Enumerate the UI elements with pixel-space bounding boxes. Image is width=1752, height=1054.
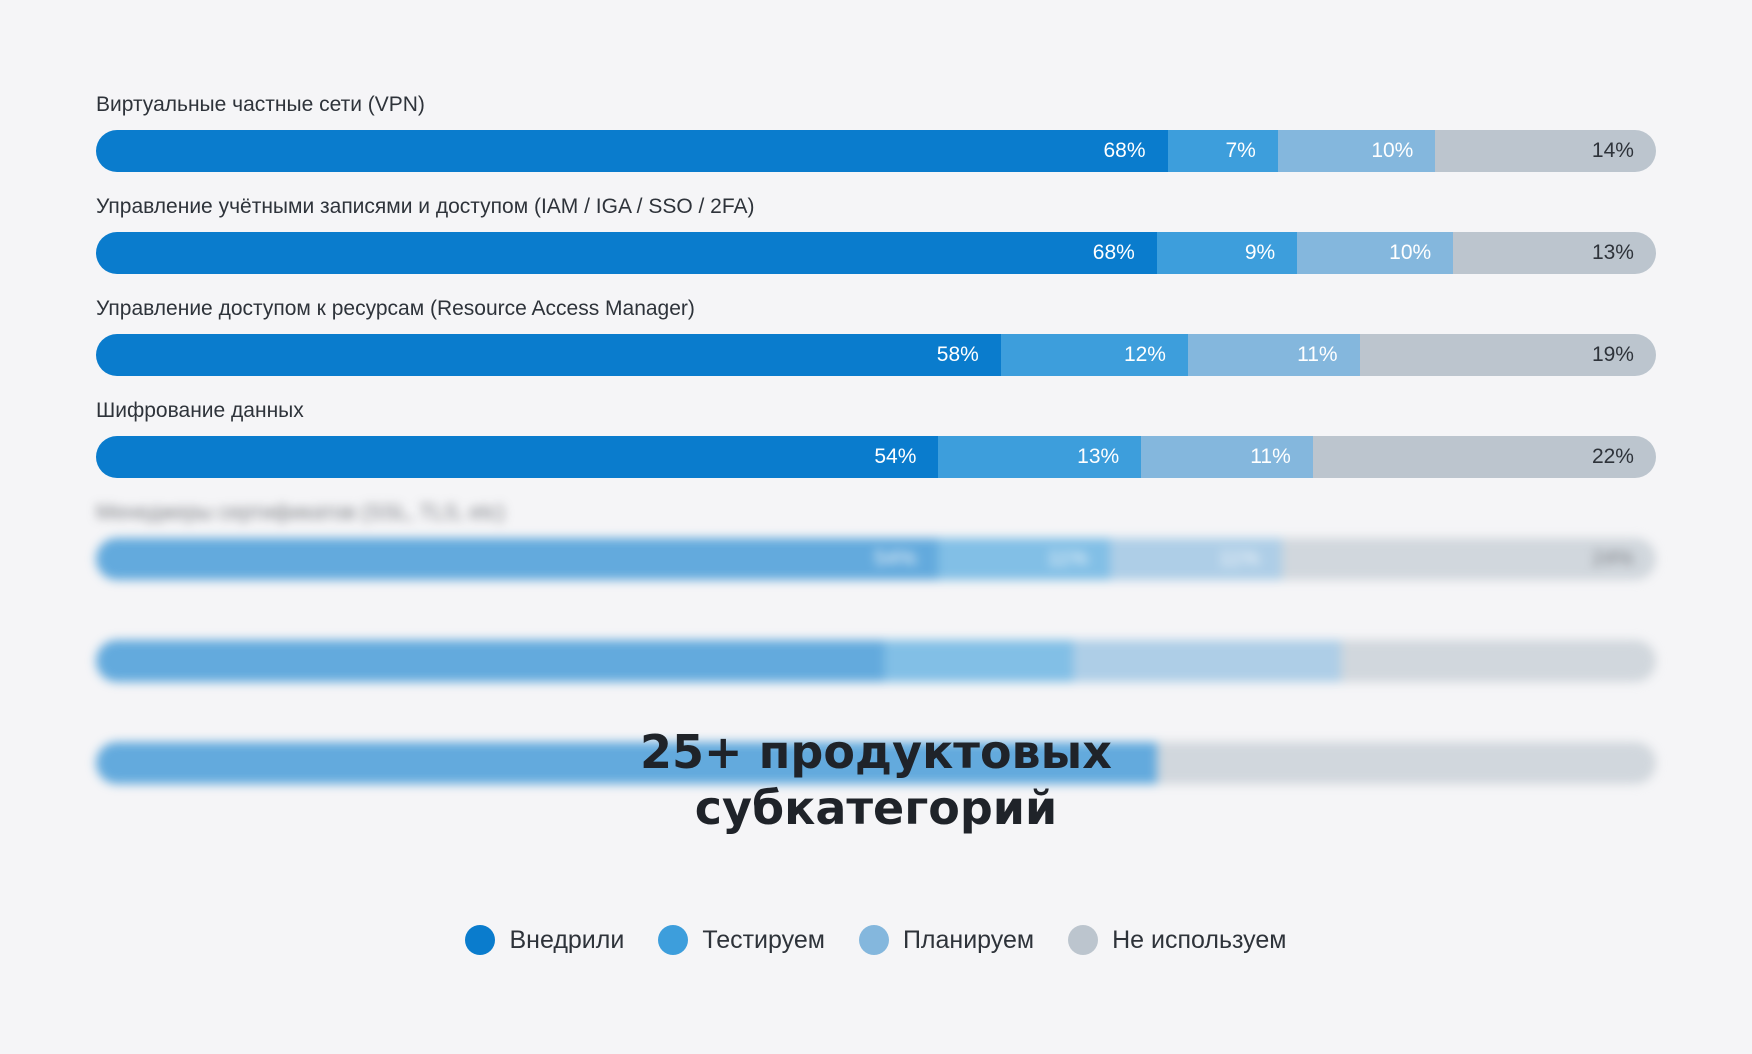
bar-segment: 11%: [1109, 538, 1282, 580]
legend-item: Планируем: [858, 925, 1035, 955]
data-label: 11%: [1297, 343, 1338, 366]
data-label: 10%: [1389, 241, 1432, 264]
data-label: 13%: [1077, 445, 1120, 468]
stacked-bar: 54% 11% 11% 24%: [96, 538, 1656, 580]
chart-row: Шифрование данных 54% 13% 11% 22%: [96, 396, 1656, 498]
bar-segment: 68%: [96, 232, 1157, 274]
bar-segment: 9%: [1156, 232, 1298, 274]
stacked-bar: 68% 9% 10% 13%: [96, 232, 1656, 274]
data-label: 68%: [1092, 241, 1135, 264]
data-label: 54%: [874, 547, 917, 570]
stacked-bar: 54% 13% 11% 22%: [96, 436, 1656, 478]
chart-row: [96, 702, 1656, 804]
bar-segment: 14%: [1435, 130, 1656, 172]
bar-segment: [883, 640, 1073, 682]
legend-label: Планируем: [902, 925, 1035, 954]
bar-segment: 22%: [1312, 436, 1656, 478]
legend-label: Внедрили: [509, 925, 625, 954]
legend-item: Не используем: [1068, 925, 1287, 955]
headline: 25+ продуктовых субкатегорий: [0, 724, 1752, 836]
chart-row: Менеджеры сертификатов (SSL, TLS, etc) 54…: [96, 498, 1656, 600]
legend-item: Внедрили: [465, 925, 624, 955]
data-label: 9%: [1244, 241, 1276, 264]
bar-segment: 11%: [1187, 334, 1360, 376]
stacked-bar: [96, 640, 1656, 682]
bar-segment: 54%: [96, 538, 939, 580]
bar-segment: 13%: [938, 436, 1142, 478]
chart-legend: Внедрили Тестируем Планируем Не используем: [0, 925, 1752, 955]
category-label: Виртуальные частные сети (VPN): [96, 93, 425, 116]
bar-segment: [96, 640, 884, 682]
chart-row: Управление доступом к ресурсам (Resource…: [96, 294, 1656, 396]
data-label: 58%: [936, 343, 979, 366]
chart-row: [96, 600, 1656, 702]
data-label: 68%: [1103, 139, 1146, 162]
category-label: Управление учётными записями и доступом …: [96, 195, 755, 218]
legend-item: Тестируем: [658, 925, 825, 955]
data-label: 54%: [874, 445, 917, 468]
bar-segment: [1156, 742, 1656, 784]
headline-line-2: субкатегорий: [694, 781, 1058, 835]
bar-segment: [1340, 640, 1656, 682]
data-label: 7%: [1225, 139, 1256, 162]
bar-segment: 68%: [96, 130, 1168, 172]
legend-swatch: [465, 925, 496, 955]
bar-segment: 19%: [1359, 334, 1656, 376]
bar-segment: [96, 742, 1157, 784]
legend-swatch: [1068, 925, 1099, 955]
chart-row: Виртуальные частные сети (VPN) 68% 7% 10% 14…: [96, 90, 1656, 192]
bar-segment: 54%: [96, 436, 939, 478]
bar-segment: 11%: [938, 538, 1110, 580]
data-label: 11%: [1250, 445, 1291, 468]
category-label: Шифрование данных: [96, 399, 304, 422]
data-label: 12%: [1123, 343, 1166, 366]
bar-segment: 12%: [1000, 334, 1188, 376]
bar-segment: 10%: [1297, 232, 1454, 274]
bar-segment: 24%: [1281, 538, 1656, 580]
legend-swatch: [658, 925, 689, 955]
stacked-bar: 68% 7% 10% 14%: [96, 130, 1656, 172]
chart-row: Управление учётными записями и доступом …: [96, 192, 1656, 294]
category-label: Менеджеры сертификатов (SSL, TLS, etc): [96, 501, 505, 524]
legend-swatch: [858, 925, 889, 955]
headline-line-1: 25+ продуктовых: [640, 725, 1112, 779]
data-label: 19%: [1591, 343, 1634, 366]
legend-label: Тестируем: [702, 925, 825, 954]
stacked-bar: 58% 12% 11% 19%: [96, 334, 1656, 376]
data-label: 22%: [1591, 445, 1634, 468]
bar-segment: [1072, 640, 1341, 682]
bar-segment: 10%: [1277, 130, 1436, 172]
bar-segment: 58%: [96, 334, 1001, 376]
category-label: Управление доступом к ресурсам (Resource…: [96, 297, 695, 320]
bar-segment: 13%: [1453, 232, 1656, 274]
bar-segment: 7%: [1167, 130, 1278, 172]
data-label: 14%: [1591, 139, 1634, 162]
data-label: 11%: [1047, 547, 1088, 570]
bar-segment: 11%: [1141, 436, 1313, 478]
legend-label: Не используем: [1112, 925, 1287, 954]
stacked-bar: [96, 742, 1656, 784]
data-label: 13%: [1591, 241, 1634, 264]
data-label: 10%: [1371, 139, 1414, 162]
data-label: 24%: [1591, 547, 1634, 570]
data-label: 11%: [1219, 547, 1260, 570]
